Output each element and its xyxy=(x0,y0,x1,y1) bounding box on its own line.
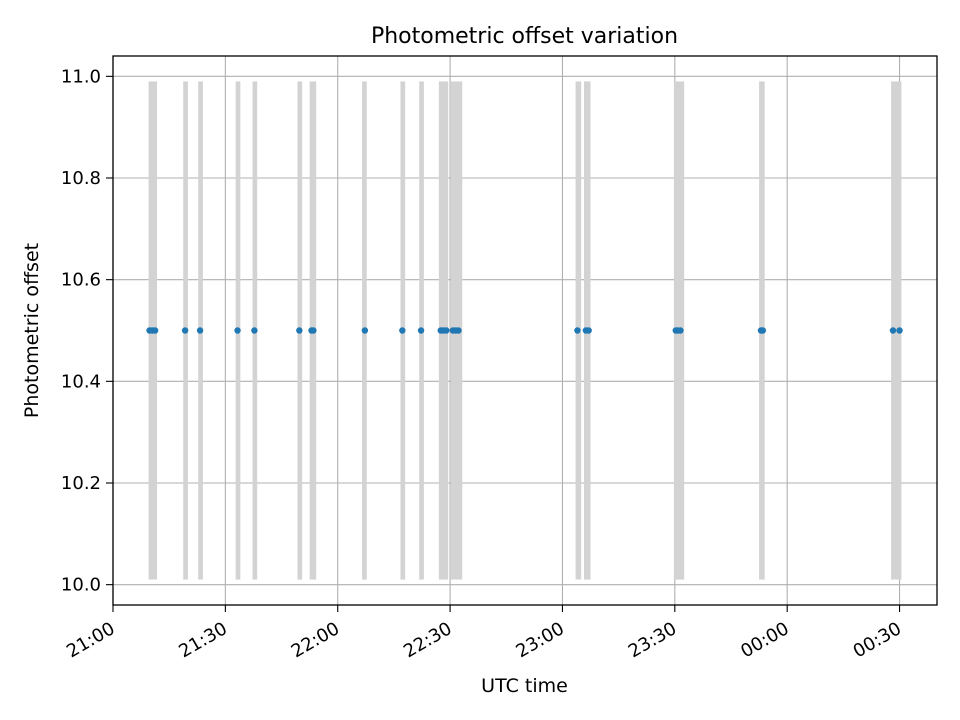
data-point xyxy=(296,327,303,334)
y-tick-label: 10.2 xyxy=(61,473,101,494)
y-axis-ticks: 10.0 10.2 10.4 10.6 10.8 11.0 xyxy=(61,66,113,596)
y-tick-label: 10.0 xyxy=(61,575,101,596)
data-point xyxy=(399,327,406,334)
y-tick-label: 10.4 xyxy=(61,371,101,392)
data-point xyxy=(361,327,369,334)
plot-frame xyxy=(112,55,938,606)
data-point xyxy=(896,327,903,334)
y-tick-label: 10.8 xyxy=(61,168,101,189)
x-axis-label: UTC time xyxy=(481,675,568,697)
data-point xyxy=(574,327,581,334)
data-point xyxy=(585,327,592,334)
data-point xyxy=(181,327,189,334)
y-axis-label: Photometric offset xyxy=(21,243,43,418)
data-point xyxy=(310,327,317,334)
data-point xyxy=(234,327,241,334)
data-point xyxy=(677,327,684,334)
y-tick-label: 11.0 xyxy=(61,66,101,87)
data-point xyxy=(443,327,450,334)
data-point xyxy=(251,327,258,334)
data-points xyxy=(146,327,903,334)
observation-band xyxy=(891,81,902,580)
data-point xyxy=(455,327,462,334)
chart-title: Photometric offset variation xyxy=(371,24,678,49)
data-point xyxy=(196,327,204,334)
data-point xyxy=(151,327,159,334)
y-tick-label: 10.6 xyxy=(61,270,101,291)
data-point xyxy=(759,327,767,334)
data-point xyxy=(417,327,425,334)
data-point xyxy=(889,327,897,334)
